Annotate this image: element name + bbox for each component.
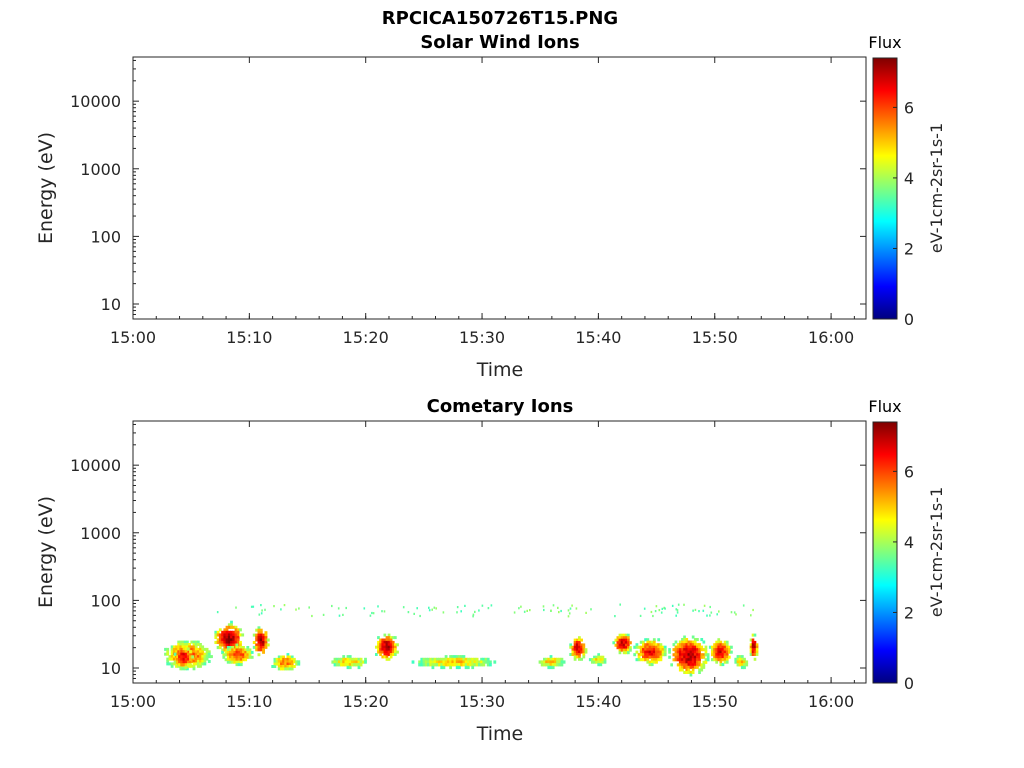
y-tick-label: 1000	[80, 524, 121, 543]
ion-flux-region	[222, 643, 254, 667]
ion-flux-region	[633, 638, 667, 667]
x-axis-label: Time	[476, 359, 524, 381]
x-tick-label: 15:30	[459, 328, 505, 347]
panel-title: Solar Wind Ions	[420, 32, 579, 53]
colorbar-title: Flux	[868, 397, 901, 416]
ion-flux-region	[569, 636, 588, 661]
y-tick-label: 10000	[70, 456, 121, 475]
x-tick-label: 15:50	[692, 692, 738, 711]
figure-title: RPCICA150726T15.PNG	[382, 8, 618, 29]
y-tick-label: 100	[90, 227, 121, 246]
colorbar-tick-label: 4	[904, 169, 914, 188]
spectrogram-data	[164, 603, 759, 677]
colorbar-tick-label: 2	[904, 603, 914, 622]
y-tick-label: 10000	[70, 92, 121, 111]
panel-title: Cometary Ions	[427, 396, 574, 417]
panel-cometary-ions: Cometary Ions 15:00 15:10 15:20 15:30 15:40 1…	[35, 396, 946, 745]
ion-flux-region	[375, 633, 399, 661]
y-axis-label: Energy (eV)	[35, 496, 57, 608]
x-tick-label: 15:40	[575, 692, 621, 711]
ion-flux-region	[173, 647, 195, 669]
ion-flux-region	[252, 626, 270, 657]
colorbar-label: eV-1cm-2sr-1s-1	[927, 123, 946, 253]
colorbar-tick-label: 2	[904, 239, 914, 258]
x-tick-label: 15:50	[692, 328, 738, 347]
ion-flux-region	[749, 633, 759, 661]
ion-flux-region	[271, 653, 301, 671]
x-tick-label: 15:30	[459, 692, 505, 711]
ion-flux-region	[411, 655, 497, 670]
colorbar-tick-label: 6	[904, 98, 914, 117]
x-tick-label: 15:10	[226, 328, 272, 347]
colorbar-ticks: 0 2 4 6	[893, 462, 914, 693]
y-tick-label: 10	[101, 295, 121, 314]
ion-flux-region	[538, 655, 566, 670]
ion-flux-region	[668, 635, 710, 677]
colorbar-tick-label: 0	[904, 674, 914, 693]
panel-solar-wind-ions: Solar Wind Ions 15:00 15:10 15:20 15:30 15:4…	[35, 32, 946, 381]
sparse-flux-points	[216, 603, 754, 618]
ion-flux-region	[734, 655, 749, 670]
ion-flux-region	[612, 633, 632, 655]
x-tick-label: 16:00	[808, 692, 854, 711]
colorbar-title: Flux	[868, 33, 901, 52]
colorbar	[872, 57, 898, 320]
colorbar-tick-label: 0	[904, 310, 914, 329]
ion-flux-region	[708, 638, 733, 667]
colorbar-tick-label: 6	[904, 462, 914, 481]
y-tick-label: 100	[90, 591, 121, 610]
x-tick-label: 15:20	[343, 328, 389, 347]
y-tick-label: 1000	[80, 160, 121, 179]
y-tick-label: 10	[101, 659, 121, 678]
ion-flux-region	[588, 653, 607, 667]
x-axis-label: Time	[476, 723, 524, 745]
axes: 15:00 15:10 15:20 15:30 15:40 15:50 16:00 10 100…	[70, 421, 866, 711]
colorbar-tick-label: 4	[904, 533, 914, 552]
x-tick-label: 15:40	[575, 328, 621, 347]
x-tick-label: 15:20	[343, 692, 389, 711]
y-axis-label: Energy (eV)	[35, 132, 57, 244]
x-tick-label: 15:00	[110, 328, 156, 347]
plot-frame	[132, 420, 867, 684]
colorbar	[872, 421, 898, 684]
x-tick-label: 16:00	[808, 328, 854, 347]
axes: 15:00 15:10 15:20 15:30 15:40 15:50 16:00 10 100…	[70, 57, 866, 347]
x-tick-label: 15:00	[110, 692, 156, 711]
colorbar-label: eV-1cm-2sr-1s-1	[927, 487, 946, 617]
plot-frame	[132, 56, 867, 320]
x-tick-label: 15:10	[226, 692, 272, 711]
ion-flux-region	[331, 655, 367, 670]
colorbar-ticks: 0 2 4 6	[893, 98, 914, 329]
